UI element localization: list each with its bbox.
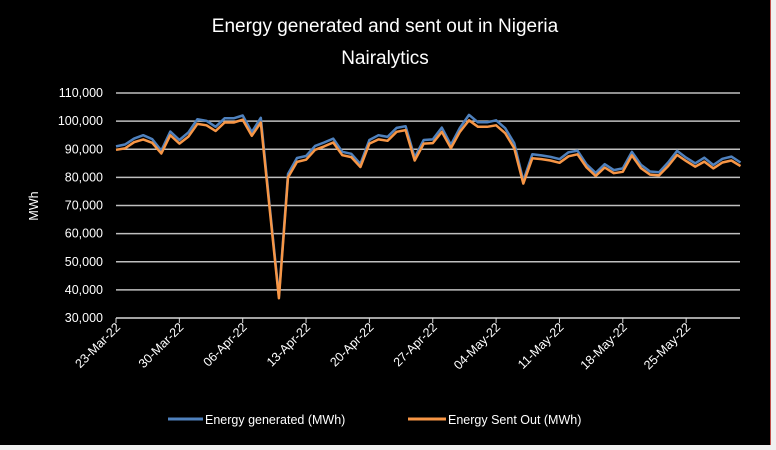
x-tick-label: 23-Mar-22 bbox=[72, 320, 123, 371]
x-tick-label: 13-Apr-22 bbox=[264, 320, 313, 369]
y-tick-label: 60,000 bbox=[65, 227, 103, 241]
x-tick-label: 06-Apr-22 bbox=[201, 320, 250, 369]
legend-label-sent-out: Energy Sent Out (MWh) bbox=[448, 413, 581, 427]
legend-label-generated: Energy generated (MWh) bbox=[205, 413, 345, 427]
y-axis-label: MWh bbox=[27, 191, 41, 220]
y-tick-label: 30,000 bbox=[65, 311, 103, 325]
chart-subtitle: Nairalytics bbox=[341, 48, 429, 69]
x-tick-label: 20-Apr-22 bbox=[327, 320, 376, 369]
legend: Energy generated (MWh) Energy Sent Out (… bbox=[168, 413, 581, 427]
y-tick-label: 50,000 bbox=[65, 255, 103, 269]
series-line-energy-sent-out bbox=[115, 118, 742, 300]
x-tick-label: 25-May-22 bbox=[641, 320, 693, 372]
x-tick-label: 04-May-22 bbox=[451, 320, 503, 372]
y-tick-label: 40,000 bbox=[65, 283, 103, 297]
y-tick-label: 70,000 bbox=[65, 199, 103, 213]
chart-title: Energy generated and sent out in Nigeria bbox=[212, 16, 559, 37]
x-tick-label: 11-May-22 bbox=[515, 320, 567, 372]
x-tick-label: 30-Mar-22 bbox=[136, 320, 187, 371]
series-line-energy-generated bbox=[115, 113, 742, 298]
x-tick-label: 27-Apr-22 bbox=[391, 320, 440, 369]
y-tick-label: 100,000 bbox=[58, 114, 103, 128]
y-tick-label: 90,000 bbox=[65, 142, 103, 156]
y-tick-label: 80,000 bbox=[65, 170, 103, 184]
x-tick-label: 18-May-22 bbox=[578, 320, 630, 372]
y-tick-label: 110,000 bbox=[59, 86, 103, 100]
